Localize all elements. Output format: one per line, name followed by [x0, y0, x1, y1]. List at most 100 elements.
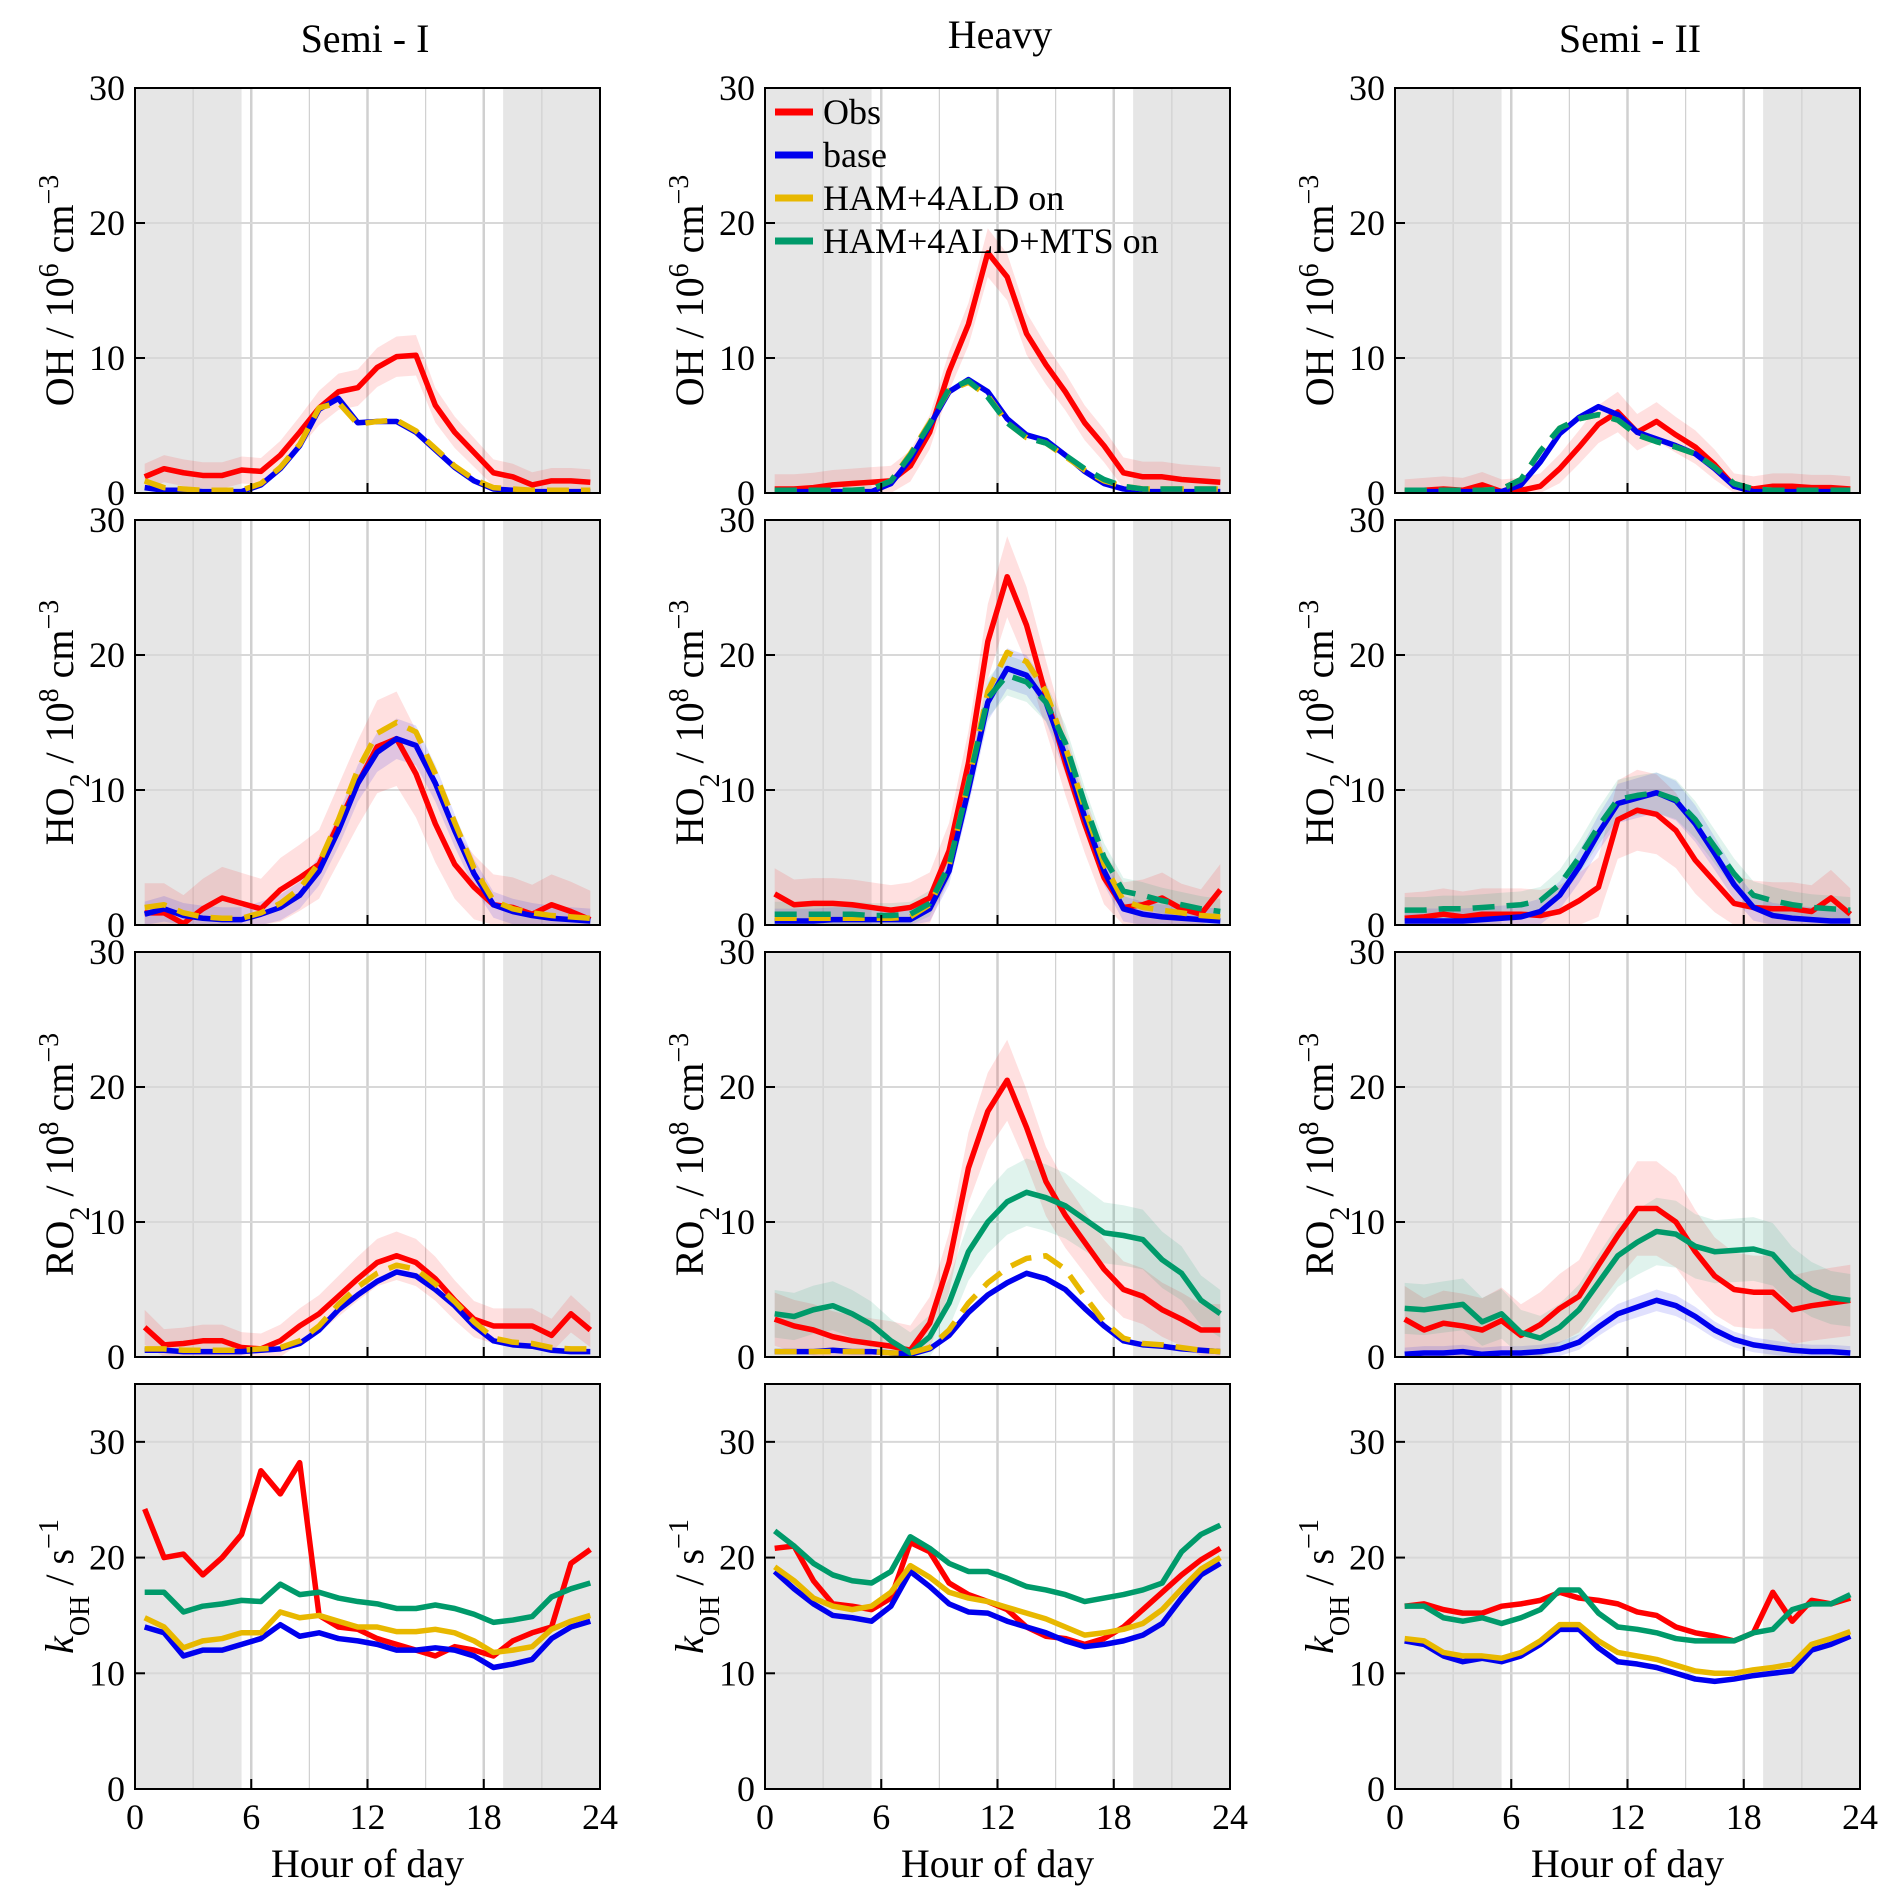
- panel-oh-semi-i: 0 10 20 30 OH / 106 cm−3: [34, 68, 601, 513]
- series-line-ham-4ald-mts-on: [773, 1522, 1222, 1605]
- uncertainty-band-ham-4ald-mts-on: [1404, 1197, 1851, 1357]
- panel-oh-semi-ii: 0 10 20 30 OH / 106 cm−3: [1294, 68, 1861, 513]
- night-shading: [765, 520, 872, 925]
- night-shading: [1395, 520, 1502, 925]
- series-line-base: [772, 1560, 1222, 1650]
- y-axis-label-ro2: RO2 / 108 cm−3: [34, 1033, 96, 1276]
- y-tick-label: 10: [89, 1202, 125, 1242]
- series-group: [1404, 391, 1851, 493]
- x-axis-label: Hour of day: [901, 1841, 1094, 1886]
- y-tick-label: 20: [719, 635, 755, 675]
- y-tick-label: 30: [89, 1422, 125, 1462]
- series-line-obs: [773, 1077, 1221, 1353]
- legend-label-obs: Obs: [823, 92, 881, 132]
- series-group: [773, 536, 1223, 925]
- y-tick-label: 20: [89, 203, 125, 243]
- series-line-ham-4ald-on: [773, 1555, 1222, 1638]
- y-tick-label: 30: [89, 932, 125, 972]
- uncertainty-band-ham-4ald-mts-on: [1404, 772, 1851, 924]
- series-line-ham-4ald-on: [774, 649, 1221, 921]
- y-tick-label: 30: [719, 68, 755, 108]
- uncertainty-band-obs: [1404, 391, 1851, 493]
- column-title-semi-i: Semi - I: [301, 16, 430, 61]
- panel-ro2-semi-i: 0 10 20 30 RO2 / 108 cm−3: [34, 932, 601, 1377]
- y-tick-label: 10: [719, 1653, 755, 1693]
- panel-ho2-heavy: 0 10 20 30 HO2 / 108 cm−3: [664, 500, 1231, 945]
- y-tick-label: 30: [89, 500, 125, 540]
- panel-oh-heavy: 0 10 20 30 OH / 106 cm−3: [664, 68, 1231, 513]
- night-shading: [135, 952, 242, 1357]
- y-tick-label: 0: [1367, 1337, 1385, 1377]
- series-line-base: [1404, 1297, 1851, 1357]
- series-line-base: [143, 1618, 592, 1671]
- y-tick-label: 20: [1349, 1067, 1385, 1107]
- y-tick-label: 10: [1349, 1653, 1385, 1693]
- y-axis-label-ro2: RO2 / 108 cm−3: [1294, 1033, 1356, 1276]
- series-line-ham-4ald-on: [774, 1253, 1221, 1356]
- y-tick-label: 30: [89, 68, 125, 108]
- night-shading: [1395, 952, 1502, 1357]
- y-tick-label: 10: [89, 770, 125, 810]
- x-tick-label: 12: [350, 1797, 386, 1837]
- night-shading: [135, 88, 242, 493]
- series-group: [774, 228, 1221, 493]
- uncertainty-band-obs: [144, 691, 591, 925]
- y-tick-label: 10: [719, 770, 755, 810]
- panel-ho2-semi-ii: 0 10 20 30 HO2 / 108 cm−3: [1294, 500, 1861, 945]
- y-tick-label: 0: [1367, 905, 1385, 945]
- night-shading: [1133, 88, 1230, 493]
- x-axis-label: Hour of day: [1531, 1841, 1724, 1886]
- night-shading: [1133, 952, 1230, 1357]
- night-shading: [135, 1384, 242, 1789]
- night-shading: [1395, 88, 1502, 493]
- x-tick-label: 18: [466, 1797, 502, 1837]
- series-group: [143, 335, 591, 493]
- y-tick-label: 30: [1349, 1422, 1385, 1462]
- series-group: [773, 1039, 1222, 1357]
- y-tick-label: 0: [737, 1337, 755, 1377]
- night-shading: [503, 952, 600, 1357]
- y-tick-label: 30: [719, 932, 755, 972]
- night-shading: [1395, 1384, 1502, 1789]
- y-tick-label: 0: [737, 1769, 755, 1809]
- x-tick-label: 0: [1386, 1797, 1404, 1837]
- legend-label-ham-4ald-mts-on: HAM+4ALD+MTS on: [823, 221, 1159, 261]
- series-line-ham-4ald-mts-on: [774, 378, 1221, 493]
- panel-koh-heavy: 0 10 20 30 0 6 12 18 24 Hour of day kOH / s−1: [664, 1383, 1248, 1886]
- series-line-ham-4ald-mts-on: [1404, 1228, 1851, 1341]
- y-tick-label: 10: [719, 338, 755, 378]
- y-tick-label: 30: [1349, 932, 1385, 972]
- series-line-ham-4ald-mts-on: [1404, 789, 1851, 913]
- uncertainty-band-obs: [774, 228, 1221, 493]
- night-shading: [1133, 520, 1230, 925]
- y-axis-label-oh: OH / 106 cm−3: [664, 175, 713, 407]
- night-shading: [135, 520, 242, 925]
- series-group: [143, 691, 592, 925]
- y-tick-label: 0: [1367, 1769, 1385, 1809]
- panel-ho2-semi-i: 0 10 20 30 HO2 / 108 cm−3: [34, 500, 601, 945]
- night-shading: [765, 952, 872, 1357]
- series-line-ham-4ald-on: [1404, 1621, 1852, 1677]
- night-shading: [503, 520, 600, 925]
- panel-koh-semi-ii: 0 10 20 30 0 6 12 18 24 Hour of day kOH / s−1: [1294, 1383, 1878, 1886]
- x-tick-label: 18: [1726, 1797, 1762, 1837]
- x-tick-label: 24: [1842, 1797, 1878, 1837]
- series-line-ham-4ald-on: [144, 719, 591, 921]
- y-axis-label-koh: kOH / s−1: [1294, 1519, 1356, 1654]
- x-tick-label: 24: [582, 1797, 618, 1837]
- night-shading: [1763, 520, 1860, 925]
- uncertainty-band-base: [774, 648, 1221, 925]
- x-tick-label: 24: [1212, 1797, 1248, 1837]
- y-axis-label-koh: kOH / s−1: [664, 1519, 726, 1654]
- series-line-obs: [774, 249, 1221, 492]
- y-tick-label: 20: [89, 1067, 125, 1107]
- y-axis-label-ho2: HO2 / 108 cm−3: [664, 600, 726, 846]
- y-tick-label: 10: [1349, 338, 1385, 378]
- night-shading: [503, 88, 600, 493]
- y-axis-label-koh: kOH / s−1: [34, 1519, 96, 1654]
- column-title-heavy: Heavy: [948, 12, 1052, 57]
- series-line-ham-4ald-on: [143, 399, 591, 493]
- y-tick-label: 0: [737, 905, 755, 945]
- series-group: [1403, 1161, 1851, 1357]
